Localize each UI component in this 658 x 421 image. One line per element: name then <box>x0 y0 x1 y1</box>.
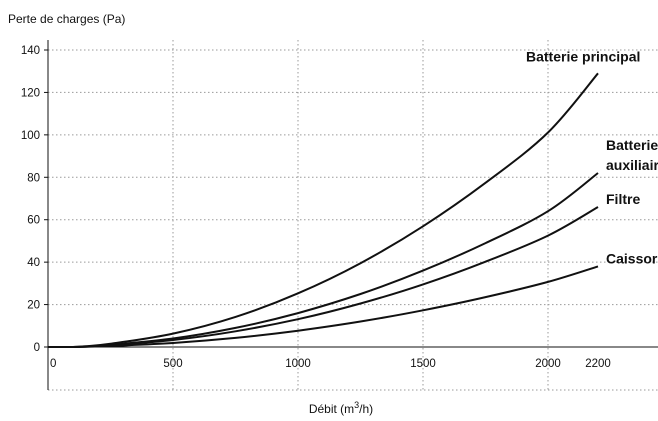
y-tick-label: 40 <box>27 257 40 269</box>
y-tick-label: 120 <box>21 87 40 99</box>
x-axis-title-main: Débit (m <box>309 402 354 416</box>
x-tick-label: 1500 <box>410 358 436 370</box>
series-line <box>47 172 599 349</box>
y-tick-label: 80 <box>27 172 40 184</box>
x-tick-label: 0 <box>50 358 56 370</box>
y-tick-label: 20 <box>27 300 40 312</box>
y-axis-title: Perte de charges (Pa) <box>8 12 125 26</box>
series-lines <box>47 72 599 349</box>
y-tick-label: 100 <box>21 130 40 142</box>
x-axis-title-end: /h) <box>359 402 373 416</box>
y-tick-label: 0 <box>34 342 40 354</box>
x-axis-title-sup: 3 <box>354 400 359 410</box>
x-axis-title: Débit (m3/h) <box>309 400 373 416</box>
axes: 0 20 40 60 80 100 120 140 0 500 1000 1500 2000 2200 <box>21 40 658 390</box>
series-label: Batterie <box>606 137 658 153</box>
y-tick-label: 60 <box>27 215 40 227</box>
series-labels: Batterie principal Batterie auxiliair Filtr… <box>526 48 658 266</box>
x-tick-label: 2000 <box>535 358 561 370</box>
series-label: Batterie principal <box>526 48 640 64</box>
series-label: auxiliair <box>606 157 658 173</box>
y-tick-label: 140 <box>21 45 40 57</box>
series-line <box>47 265 599 349</box>
grid <box>48 40 658 391</box>
x-tick-label: 500 <box>163 358 182 370</box>
x-tick-label: 1000 <box>285 358 311 370</box>
x-tick-label: 2200 <box>585 358 611 370</box>
series-label: Caissor <box>606 250 658 266</box>
series-label: Filtre <box>606 191 640 207</box>
